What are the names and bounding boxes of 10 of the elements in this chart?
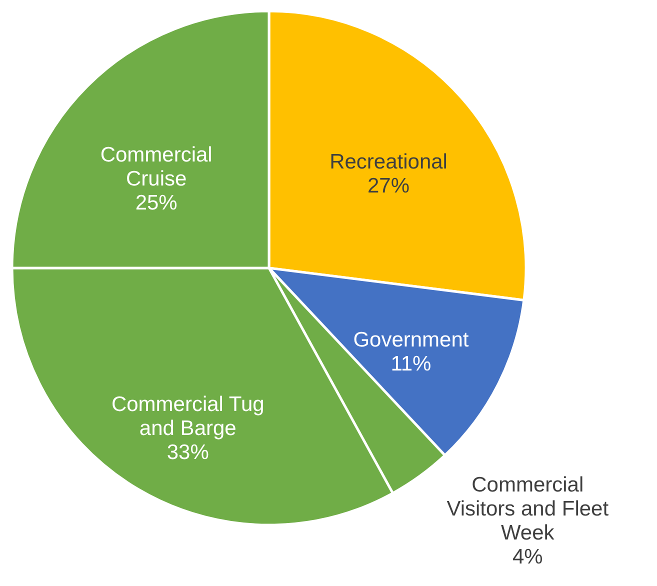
slice-label: Commercial Cruise	[100, 143, 212, 190]
data-label: 25%	[135, 191, 178, 214]
data-label: 27%	[368, 174, 410, 198]
data-label: 4%	[512, 545, 543, 568]
data-label: 33%	[166, 441, 209, 464]
slice-label: Commercial Tug and Barge	[111, 393, 264, 440]
slice-label: Government	[353, 328, 469, 352]
data-label: 11%	[390, 352, 432, 376]
slice-label: Recreational	[330, 150, 448, 174]
slice-label: Commercial Visitors and Fleet Week	[446, 473, 609, 544]
